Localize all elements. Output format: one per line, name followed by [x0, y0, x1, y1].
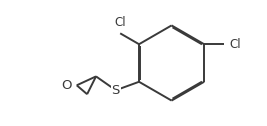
Text: Cl: Cl [114, 16, 126, 29]
Text: S: S [112, 84, 120, 97]
Text: O: O [61, 79, 71, 92]
Text: Cl: Cl [230, 38, 241, 51]
